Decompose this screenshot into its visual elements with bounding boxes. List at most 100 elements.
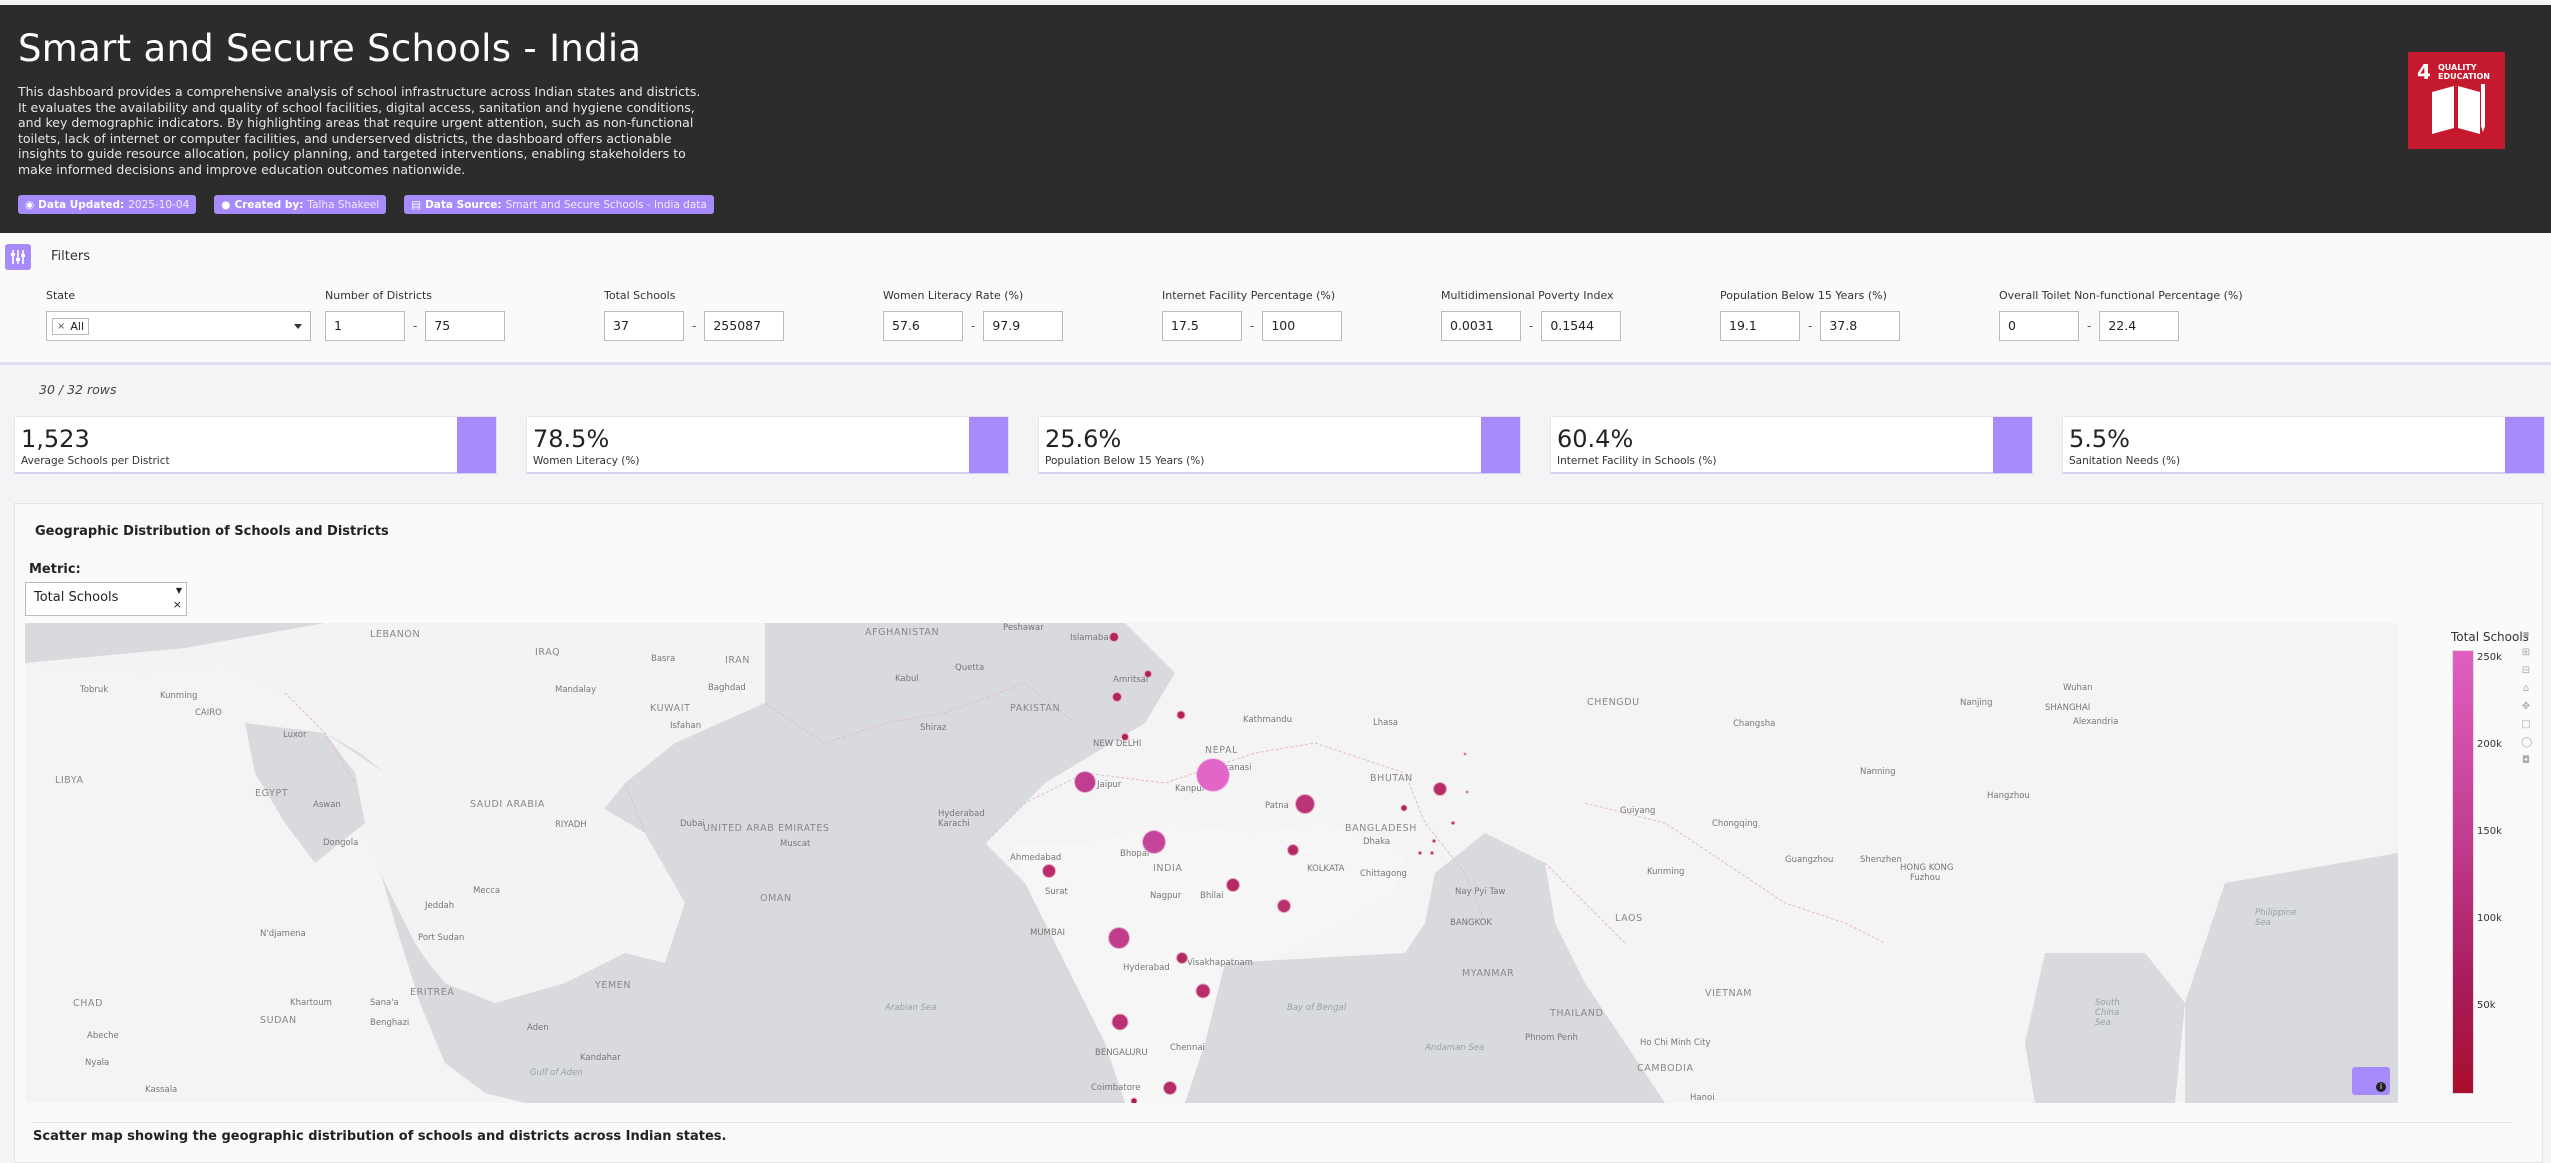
map-city-label: Hangzhou: [1987, 791, 2030, 801]
women-literacy-max-input[interactable]: 97.9: [983, 311, 1064, 341]
state-bubble[interactable]: [1163, 1081, 1177, 1095]
map-country-label: IRAN: [725, 655, 751, 666]
range-dash: -: [692, 319, 697, 333]
lasso-icon[interactable]: ◯: [2521, 737, 2533, 748]
map-sea-label: South China Sea: [2095, 998, 2120, 1028]
state-bubble[interactable]: [1430, 851, 1434, 855]
toilet-nonfunctional-max-input[interactable]: 22.4: [2099, 311, 2180, 341]
box-select-icon[interactable]: □: [2521, 719, 2531, 730]
map-city-label: Guiyang: [1620, 806, 1656, 816]
kpi-value: 5.5%: [2069, 425, 2130, 453]
state-bubble[interactable]: [1112, 692, 1122, 702]
state-bubble[interactable]: [1465, 790, 1469, 794]
map-city-label: Shiraz: [920, 723, 947, 733]
internet-facility-min-input[interactable]: 17.5: [1162, 311, 1242, 341]
state-bubble[interactable]: [1109, 632, 1119, 642]
book-icon: [2432, 84, 2485, 134]
state-bubble[interactable]: [1176, 710, 1186, 720]
zoom-out-icon[interactable]: ⊟: [2521, 665, 2531, 676]
filter-toggle-button[interactable]: [5, 244, 31, 270]
districts-min-input[interactable]: 1: [325, 311, 405, 341]
state-bubble[interactable]: [1074, 771, 1096, 793]
state-bubble[interactable]: [1277, 899, 1291, 913]
state-bubble[interactable]: [1418, 851, 1422, 855]
districts-max-input[interactable]: 75: [425, 311, 506, 341]
kpi-card-internet-facility: 60.4% Internet Facility in Schools (%): [1550, 416, 2033, 474]
state-bubble[interactable]: [1108, 927, 1130, 949]
poverty-index-min-input[interactable]: 0.0031: [1441, 311, 1521, 341]
sdg-number: 4: [2417, 60, 2431, 84]
state-bubble[interactable]: [1196, 758, 1230, 792]
state-bubble[interactable]: [1433, 782, 1447, 796]
state-bubble[interactable]: [1295, 794, 1315, 814]
map-country-label: YEMEN: [595, 980, 632, 991]
women-literacy-min-input[interactable]: 57.6: [883, 311, 963, 341]
state-bubble[interactable]: [1042, 864, 1056, 878]
map-sea-label: Andaman Sea: [1425, 1043, 1485, 1053]
state-bubble[interactable]: [1130, 1097, 1138, 1103]
state-bubble[interactable]: [1195, 983, 1211, 999]
map-city-label: CAIRO: [195, 708, 222, 718]
poverty-index-max-input[interactable]: 0.1544: [1541, 311, 1622, 341]
state-select[interactable]: × All: [46, 311, 311, 341]
home-icon[interactable]: ⌂: [2522, 683, 2530, 694]
colorbar: [2452, 650, 2474, 1094]
map-info-button[interactable]: i: [2352, 1067, 2390, 1095]
state-bubble[interactable]: [1144, 670, 1152, 678]
colorbar-tick: 100k: [2477, 913, 2502, 924]
population-below-15-max-input[interactable]: 37.8: [1820, 311, 1901, 341]
map-city-label: Basra: [651, 654, 676, 664]
pan-icon[interactable]: ✥: [2521, 701, 2531, 712]
state-bubble[interactable]: [1463, 752, 1467, 756]
zoom-in-icon[interactable]: ⊞: [2521, 647, 2531, 658]
state-bubble[interactable]: [1432, 839, 1436, 843]
map-city-label: Kandahar: [580, 1053, 621, 1063]
colorbar-tick: 200k: [2477, 739, 2502, 750]
chevron-down-icon[interactable]: [294, 324, 302, 329]
map-city-label: Mandalay: [555, 685, 597, 695]
women-literacy-filter-label: Women Literacy Rate (%): [883, 289, 1024, 302]
metric-dropdown[interactable]: Total Schools ▼ ×: [25, 582, 187, 616]
range-dash: -: [413, 319, 418, 333]
total-schools-min-input[interactable]: 37: [604, 311, 684, 341]
map-city-label: Guangzhou: [1785, 855, 1834, 865]
map-country-label: BANGLADESH: [1345, 823, 1417, 834]
state-bubble[interactable]: [1400, 804, 1408, 812]
map-country-label: KUWAIT: [650, 703, 691, 714]
state-bubble[interactable]: [1121, 733, 1129, 741]
map-country-label: PAKISTAN: [1010, 703, 1061, 714]
data-source-badge: ▤ Data Source: Smart and Secure Schools …: [404, 195, 714, 214]
scatter-map[interactable]: LEBANON IRAQ IRAN AFGHANISTAN PAKISTAN N…: [25, 623, 2398, 1103]
map-city-label: Port Sudan: [418, 933, 465, 943]
state-bubble[interactable]: [1111, 1013, 1129, 1031]
map-city-label: Khartoum: [290, 998, 332, 1008]
sdg-label: QUALITY EDUCATION: [2438, 63, 2490, 81]
state-bubble[interactable]: [1226, 878, 1240, 892]
map-city-label: Muscat: [780, 839, 811, 849]
camera-icon[interactable]: ▪: [2522, 629, 2530, 640]
toilet-nonfunctional-min-input[interactable]: 0: [1999, 311, 2079, 341]
remove-tag-icon[interactable]: ×: [57, 320, 66, 332]
population-below-15-min-input[interactable]: 19.1: [1720, 311, 1800, 341]
map-city-label: Chittagong: [1360, 869, 1407, 879]
kpi-card-avg-schools: 1,523 Average Schools per District: [14, 416, 497, 474]
state-bubble[interactable]: [1451, 821, 1455, 825]
state-tag: × All: [52, 317, 90, 335]
caret-down-icon[interactable]: ▼: [175, 586, 182, 595]
colorbar-tick: 50k: [2477, 1000, 2496, 1011]
download-icon[interactable]: ◘: [2522, 755, 2530, 766]
map-city-label: Phnom Penh: [1525, 1033, 1578, 1043]
total-schools-max-input[interactable]: 255087: [704, 311, 785, 341]
state-bubble[interactable]: [1287, 844, 1299, 856]
internet-facility-filter-label: Internet Facility Percentage (%): [1162, 289, 1336, 302]
map-city-label: Abeche: [87, 1031, 119, 1041]
clear-icon[interactable]: ×: [172, 598, 182, 611]
map-country-label: CAMBODIA: [1637, 1063, 1694, 1074]
state-bubble[interactable]: [1176, 952, 1188, 964]
map-city-label: Shenzhen: [1860, 855, 1902, 865]
internet-facility-max-input[interactable]: 100: [1262, 311, 1343, 341]
map-city-label: MUMBAI: [1030, 928, 1066, 938]
state-bubble[interactable]: [1142, 830, 1166, 854]
map-city-label: NEW DELHI: [1093, 739, 1142, 749]
map-city-label: Wuhan: [2063, 683, 2093, 693]
